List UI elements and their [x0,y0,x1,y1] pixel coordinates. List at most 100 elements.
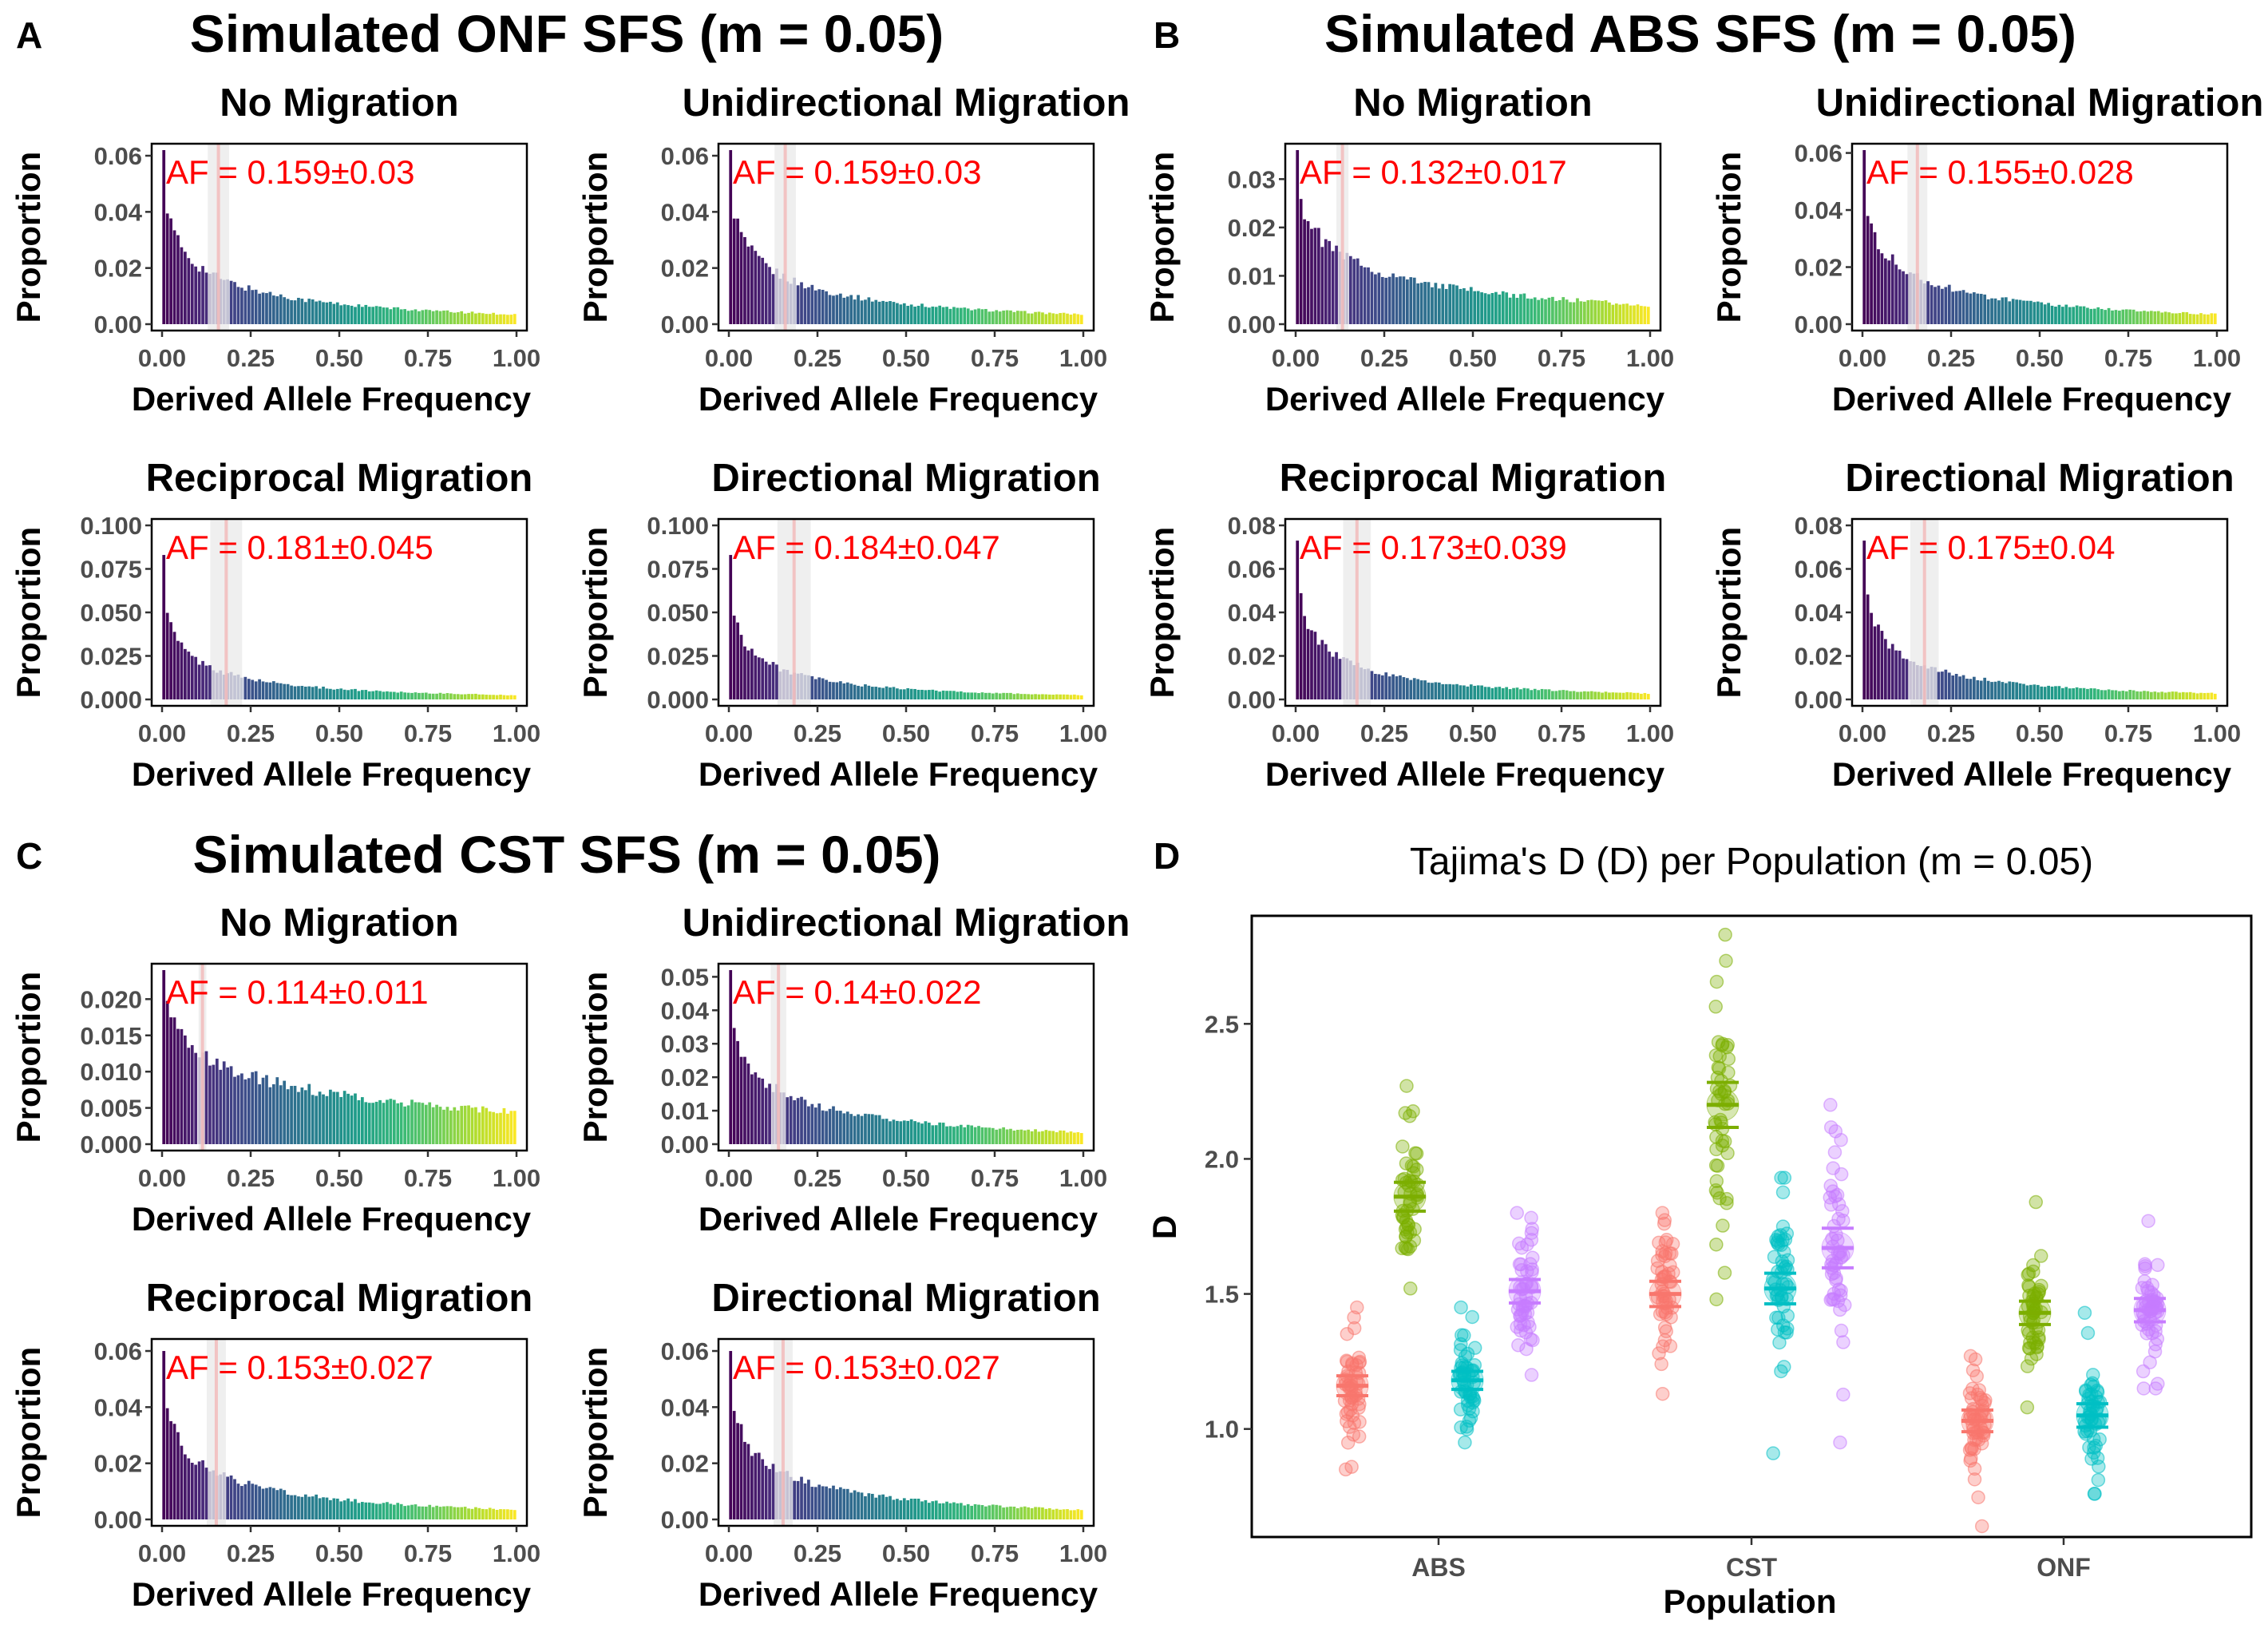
sfs-bar [488,1111,492,1144]
tajima-point [2020,1359,2035,1373]
sfs-bar [1646,307,1650,324]
sfs-bar [810,284,814,324]
sfs-bar [980,692,984,699]
sfs-bar [346,1093,350,1144]
sfs-bar [909,688,913,699]
sfs-bar [1569,691,1572,699]
sfs-bar [492,1111,496,1144]
sfs-bar [1391,674,1395,699]
sfs-bar [849,683,853,699]
sfs-bar [2167,691,2171,699]
x-tick-label: 0.00 [705,1539,753,1567]
sfs-bar [346,305,350,324]
sfs-bar [771,662,775,699]
sfs-bar [403,309,407,324]
tajima-y-tick-label: 1.0 [1205,1416,1239,1444]
sfs-bar [817,1484,821,1519]
tajima-point [1775,1185,1791,1200]
sfs-bar [1409,277,1413,324]
tajima-point [1395,1139,1410,1154]
sfs-bar [481,694,485,699]
sfs-bar [1530,690,1534,699]
sfs-bar [311,299,315,324]
sfs-bar [998,693,1002,699]
sfs-bar [208,273,212,324]
sfs-bar [1399,276,1402,324]
af-annotation: AF = 0.181±0.045 [166,529,433,566]
tajima-point [2026,1258,2040,1273]
sfs-bar [835,1489,839,1519]
panel-label-d: D [1154,835,1180,877]
sfs-bar [194,1464,198,1519]
sfs-bar [743,1056,746,1144]
sfs-bar [1316,228,1320,324]
y-tick-label: 0.04 [1228,599,1276,627]
sfs-bar [322,1094,325,1144]
sfs-bar [1483,293,1487,324]
sfs-bar [970,692,974,699]
sfs-bar [378,1503,382,1519]
sfs-bar [460,1106,464,1144]
sfs-bar [467,312,470,324]
sfs-bar [828,295,832,324]
sfs-bar [219,1069,223,1144]
sfs-bar [1618,692,1622,699]
tajima-point [1774,1238,1788,1253]
sfs-bar [233,1479,236,1519]
sfs-bar [821,1110,825,1144]
sfs-bar [885,301,889,324]
sfs-bar [279,1488,283,1519]
sfs-bar [1059,1509,1063,1519]
sfs-bar [899,304,903,324]
sfs-bar [931,689,935,699]
sfs-bar [2118,691,2121,699]
sfs-bar [1926,668,1930,699]
sfs-bar [1352,665,1356,699]
sfs-bar [236,1484,240,1519]
sfs-bar [1073,313,1076,324]
sfs-bar [1919,666,1923,699]
sfs-bar [297,1091,300,1144]
sfs-bar [1519,294,1522,324]
sfs-panel-b-5: Unidirectional Migration0.000.020.040.06… [1710,81,2263,418]
sfs-bar [513,1510,517,1519]
sfs-bar [2199,313,2203,324]
sfs-bar [857,295,860,324]
sfs-bar [1965,292,1969,324]
sfs-bar [867,685,871,699]
tajima-point [2088,1439,2104,1453]
tajima-point [1708,1000,1723,1014]
sfs-bar [771,1091,775,1144]
tajima-point [2033,1249,2048,1263]
sfs-bar [1066,1132,1069,1144]
sfs-bar [279,683,283,699]
sfs-bar [864,299,867,324]
sfs-bar [1073,694,1076,699]
sfs-bar [303,1090,307,1144]
sfs-bar [418,692,421,699]
sfs-bar [180,1445,184,1519]
sfs-bar [513,695,517,699]
sfs-bar [367,691,371,699]
sfs-bar [807,1106,810,1144]
tajima-point [1967,1472,1982,1487]
tajima-point [1965,1363,1981,1377]
sfs-bar [757,256,761,324]
sfs-bar [1501,687,1505,699]
sfs-bar [934,690,938,699]
sfs-bar [1866,594,1870,699]
y-tick-label: 0.06 [94,142,142,170]
sfs-bar [470,311,474,324]
sfs-bar [1898,269,1902,324]
sfs-bar [300,1496,304,1519]
sfs-bar [952,1502,956,1519]
sfs-bar [2207,692,2210,699]
sfs-bar [1041,312,1044,324]
sfs-bar [793,1100,797,1144]
sfs-bar [1055,694,1059,699]
sfs-bar [204,1468,208,1519]
sfs-bar [857,685,860,699]
sfs-bar [860,1492,864,1519]
y-axis-label: Proportion [1710,527,1748,699]
sfs-bar [924,1499,928,1519]
